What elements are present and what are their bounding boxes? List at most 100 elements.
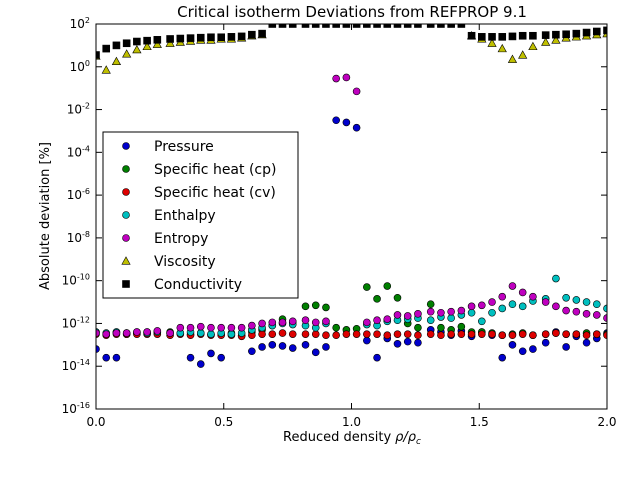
legend-label-specific-heat-cv: Specific heat (cv) [154, 185, 276, 201]
entropy-point [248, 321, 256, 330]
specific-heat-cv-point [363, 330, 371, 338]
conductivity-point [457, 24, 466, 28]
legend-marker-pressure [122, 142, 130, 150]
x-axis-label: Reduced density ρ/ρc [283, 430, 421, 447]
entropy-point [403, 312, 412, 320]
pressure-point [186, 353, 195, 362]
y-tick-label: 10-10 [62, 273, 90, 288]
pressure-point [311, 348, 320, 357]
entropy-point [332, 74, 340, 83]
legend: Pressure Specific heat (cp) Specific heat … [102, 131, 299, 299]
x-axis-label-main: Reduced density [283, 430, 391, 445]
legend-label-enthalpy: Enthalpy [154, 208, 216, 224]
conductivity-point [552, 30, 560, 39]
conductivity-point [176, 34, 185, 43]
y-tick-label: 10-14 [62, 358, 90, 373]
pressure-point [301, 341, 310, 349]
specific-heat-cp-point [414, 323, 422, 332]
enthalpy-point [603, 304, 607, 313]
enthalpy-point [572, 296, 581, 304]
entropy-point [383, 315, 392, 323]
viscosity-point [132, 44, 142, 54]
entropy-point [133, 328, 141, 336]
specific-heat-cp-point [301, 302, 310, 311]
specific-heat-cp-point [426, 300, 435, 308]
viscosity-point [551, 35, 561, 44]
legend-label-specific-heat-cp: Specific heat (cp) [154, 162, 276, 178]
pressure-point [102, 353, 111, 362]
conductivity-point [133, 37, 141, 46]
entropy-point [143, 328, 151, 336]
entropy-point [518, 288, 527, 297]
conductivity-point [196, 33, 205, 42]
entropy-point [603, 314, 607, 322]
conductivity-point [207, 33, 215, 42]
series-entropy [96, 73, 607, 338]
enthalpy-point [196, 329, 205, 337]
legend-label-viscosity: Viscosity [154, 254, 216, 270]
entropy-point [478, 301, 486, 310]
specific-heat-cv-point [426, 330, 435, 338]
conductivity-point [268, 24, 277, 28]
specific-heat-cp-point [332, 323, 340, 332]
viscosity-point [528, 41, 538, 51]
specific-heat-cv-point [498, 331, 507, 340]
entropy-point [207, 323, 215, 332]
y-tick-label: 102 [70, 16, 90, 31]
conductivity-point [227, 33, 236, 41]
entropy-point [414, 310, 422, 318]
specific-heat-cv-point [393, 330, 402, 338]
enthalpy-point [518, 302, 527, 311]
legend-box [102, 131, 299, 299]
y-tick-label: 10-4 [67, 144, 90, 159]
entropy-point [352, 87, 361, 96]
specific-heat-cp-point [457, 322, 466, 331]
conductivity-point [518, 31, 527, 40]
pressure-point [258, 343, 266, 351]
entropy-point [342, 73, 351, 82]
specific-heat-cv-point [342, 330, 351, 338]
enthalpy-point [447, 314, 455, 322]
specific-heat-cp-point [311, 301, 320, 310]
x-tick-label: 0.0 [86, 415, 105, 429]
y-axis-label: Absolute deviation [%] [38, 142, 53, 290]
entropy-point [467, 302, 476, 311]
entropy-point [153, 327, 162, 335]
viscosity-point [152, 39, 162, 48]
specific-heat-cv-point [288, 330, 297, 338]
enthalpy-point [426, 316, 435, 325]
enthalpy-point [508, 300, 517, 308]
conductivity-point [258, 29, 266, 38]
conductivity-point [508, 32, 517, 41]
enthalpy-point [227, 330, 236, 338]
pressure-point [518, 347, 527, 356]
legend-marker-enthalpy [122, 211, 130, 219]
specific-heat-cp-point [363, 283, 371, 291]
entropy-point [322, 317, 330, 326]
pressure-point [582, 338, 591, 347]
entropy-point [529, 292, 537, 301]
viscosity-point [507, 54, 518, 63]
enthalpy-point [488, 308, 496, 317]
viscosity-point [111, 56, 122, 66]
conductivity-point [143, 36, 151, 45]
conductivity-point [363, 24, 371, 28]
entropy-point [447, 307, 455, 316]
conductivity-point [352, 24, 361, 28]
y-tick-label: 10-2 [67, 102, 90, 117]
entropy-point [393, 311, 402, 319]
legend-marker-entropy [122, 234, 130, 242]
conductivity-point [488, 33, 496, 41]
conductivity-point [603, 26, 607, 35]
conductivity-point [437, 24, 445, 28]
viscosity-point [165, 38, 175, 47]
conductivity-point [467, 31, 476, 40]
conductivity-point [153, 36, 162, 44]
conductivity-point [342, 24, 351, 28]
conductivity-point [122, 39, 131, 48]
pressure-point [288, 344, 297, 352]
pressure-point [332, 116, 340, 125]
specific-heat-cv-point [488, 330, 496, 338]
enthalpy-point [498, 304, 507, 313]
enthalpy-point [552, 274, 560, 283]
